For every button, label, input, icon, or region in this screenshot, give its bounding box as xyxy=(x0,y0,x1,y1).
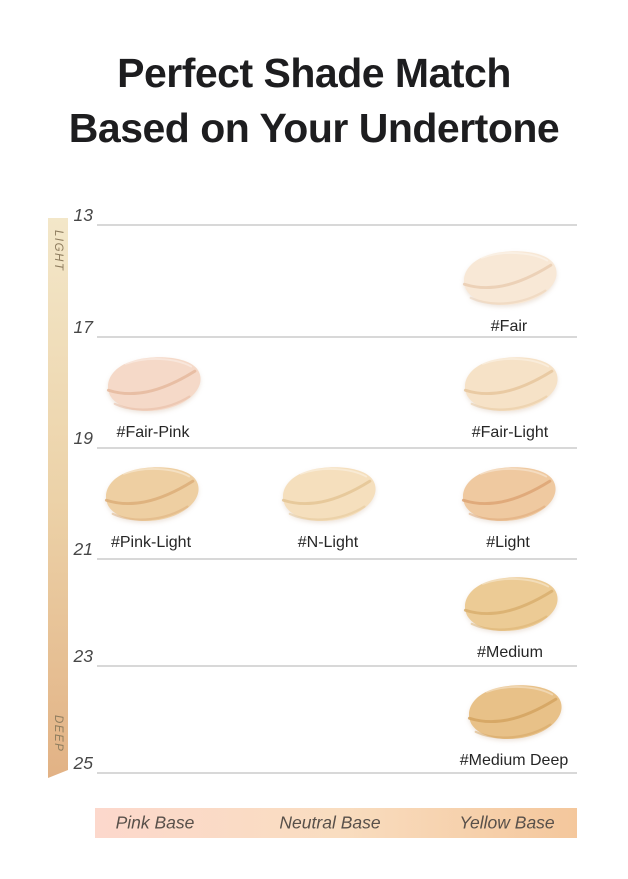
depth-axis-bar: LIGHT DEEP xyxy=(48,218,68,778)
depth-tick-25: 25 xyxy=(73,753,93,773)
title-line-2: Based on Your Undertone xyxy=(68,104,560,151)
foundation-swatch-icon xyxy=(464,576,559,632)
foundation-swatch-icon xyxy=(107,356,202,412)
undertone-label-yellow: Yellow Base xyxy=(459,812,555,833)
gridline-25 xyxy=(97,772,577,774)
shade-cell-fair: #Fair xyxy=(453,246,565,336)
depth-tick-13: 13 xyxy=(73,205,93,225)
foundation-swatch-icon xyxy=(282,466,377,522)
gridline-23 xyxy=(97,665,577,667)
shade-cell-fair-light: #Fair-Light xyxy=(454,352,566,442)
shade-label: #Fair xyxy=(490,318,528,335)
shade-cell-light: #Light xyxy=(452,462,564,552)
depth-tick-17: 17 xyxy=(73,317,93,337)
shade-label: #Medium Deep xyxy=(459,752,569,769)
depth-tick-19: 19 xyxy=(73,428,93,448)
gridline-17 xyxy=(97,336,577,338)
title-line-1: Perfect Shade Match xyxy=(117,50,511,96)
shade-cell-fair-pink: #Fair-Pink xyxy=(97,352,209,442)
shade-label: #Light xyxy=(486,534,530,551)
depth-tick-23: 23 xyxy=(73,646,93,666)
shade-cell-pink-light: #Pink-Light xyxy=(95,462,207,552)
shade-label: #Fair-Light xyxy=(471,424,549,441)
shade-label: #Pink-Light xyxy=(110,534,192,551)
foundation-swatch-icon xyxy=(105,466,200,522)
shade-label: #Medium xyxy=(477,644,543,661)
foundation-swatch-icon xyxy=(468,684,563,740)
shade-cell-medium-deep: #Medium Deep xyxy=(458,680,570,770)
foundation-swatch-icon xyxy=(463,250,558,306)
depth-tick-21: 21 xyxy=(73,539,93,559)
undertone-label-neutral: Neutral Base xyxy=(279,812,381,833)
foundation-swatch-icon xyxy=(462,466,557,522)
shade-cell-n-light: #N-Light xyxy=(272,462,384,552)
depth-deep-label: DEEP xyxy=(52,714,64,752)
gridline-13 xyxy=(97,224,577,226)
shade-cell-medium: #Medium xyxy=(454,572,566,662)
depth-light-label: LIGHT xyxy=(52,230,64,272)
shade-label: #Fair-Pink xyxy=(116,424,190,441)
undertone-label-pink: Pink Base xyxy=(115,812,195,833)
undertone-axis-bar: Pink Base Neutral Base Yellow Base xyxy=(95,808,577,838)
shade-label: #N-Light xyxy=(297,534,359,551)
page-title: Perfect Shade Match Based on Your Undert… xyxy=(0,46,628,155)
gridline-21 xyxy=(97,558,577,560)
gridline-19 xyxy=(97,447,577,449)
foundation-swatch-icon xyxy=(464,356,559,412)
